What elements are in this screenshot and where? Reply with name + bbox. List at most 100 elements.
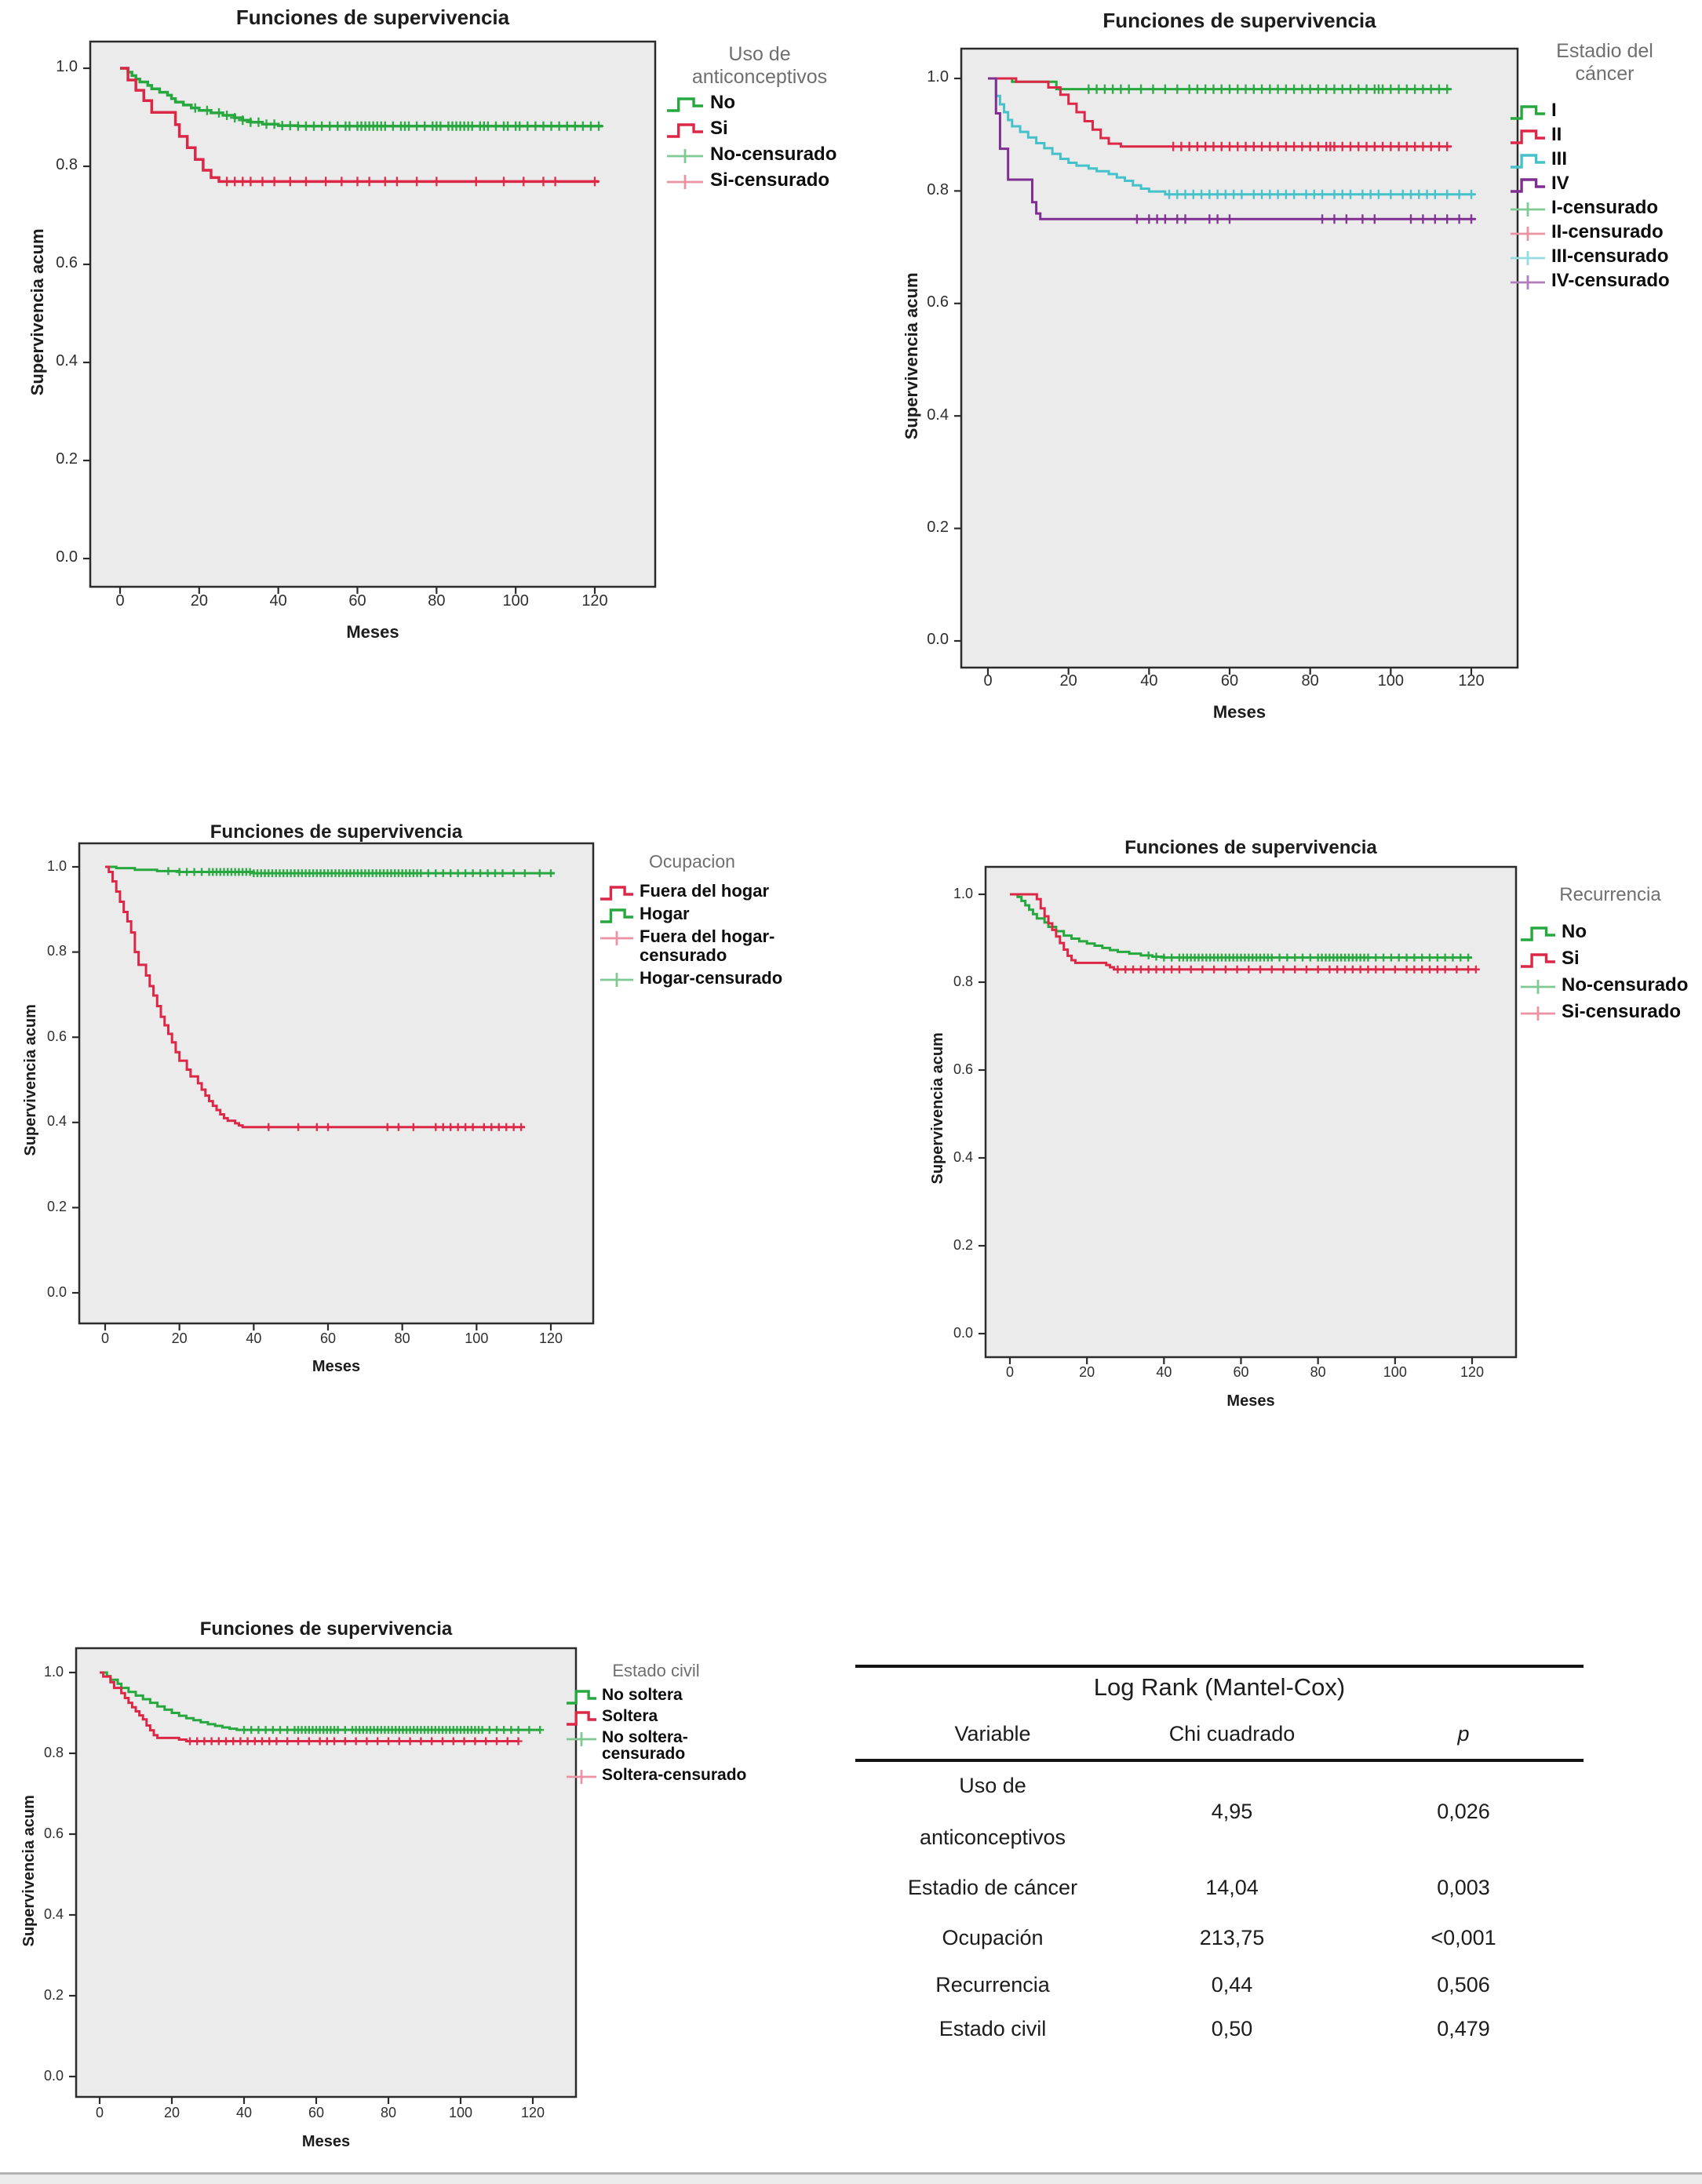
y-tick-label: 1.0: [43, 1663, 64, 1680]
y-axis-label: Supervivencia acum: [902, 272, 922, 440]
x-tick-label: 40: [246, 1330, 262, 1346]
survival-curve-Si: [1010, 893, 1476, 971]
legend-line-swatch: [567, 1711, 596, 1726]
y-tick-label: 0.2: [43, 1986, 64, 2003]
legend-entry-label: No-censurado: [710, 144, 837, 166]
legend-censor-swatch: [1511, 202, 1545, 217]
table-cell-p: <0,001: [1430, 1926, 1496, 1949]
legend-entry-label: III-censurado: [1551, 246, 1669, 268]
censor-marks-IV: [1132, 214, 1476, 224]
y-tick-label: 0.6: [56, 254, 78, 272]
legend-line-swatch: [1511, 154, 1545, 169]
table-cell-p: 0,003: [1437, 1876, 1490, 1899]
x-axis-label: Meses: [1212, 702, 1266, 722]
table-top-rule: [855, 1665, 1584, 1668]
table-row-variable: Estado civil: [938, 2017, 1047, 2040]
censor-marks-III: [1164, 189, 1476, 199]
x-tick-label: 0: [1005, 1364, 1014, 1380]
y-tick-label: 0.8: [927, 180, 949, 198]
x-tick-label: 100: [1377, 672, 1405, 690]
legend-entry-label: II-censurado: [1551, 221, 1664, 243]
x-tick-label: 60: [348, 592, 366, 610]
x-tick-label: 60: [319, 1330, 337, 1346]
legend-line-swatch: [1511, 129, 1545, 144]
x-tick-label: 120: [581, 592, 608, 610]
x-tick-label: 20: [1059, 672, 1077, 690]
y-tick-label: 1.0: [953, 885, 973, 901]
x-tick-label: 20: [163, 2105, 180, 2120]
legend-line-swatch: [667, 123, 703, 138]
censor-marks-No: [190, 103, 604, 131]
y-tick-label: 0.2: [927, 519, 949, 536]
legend-title: cáncer: [1575, 63, 1635, 85]
x-tick-label: 60: [308, 2105, 325, 2120]
y-tick-label: 0.2: [953, 1236, 973, 1253]
y-tick-label: 0.0: [43, 2067, 64, 2084]
x-tick-label: 80: [1310, 1364, 1326, 1380]
plot-area: [75, 1647, 578, 2098]
legend-censor-swatch: [567, 1732, 596, 1746]
survival-curve-Si: [120, 67, 600, 184]
table-cell-chi: 0,50: [1211, 2017, 1253, 2040]
y-tick-label: 0.6: [927, 293, 949, 311]
y-tick-label: 0.8: [56, 156, 78, 174]
table-cell-chi: 4,95: [1211, 1800, 1253, 1823]
legend-title: Uso de: [728, 43, 791, 65]
y-tick-label: 0.2: [46, 1198, 67, 1214]
y-axis-label: Supervivencia acum: [20, 1795, 38, 1947]
legend-entry-label: Si-censurado: [710, 169, 830, 191]
legend-line-swatch: [667, 97, 703, 112]
x-tick-label: 40: [1140, 672, 1158, 690]
y-tick-label: 0.2: [56, 450, 78, 468]
legend-title: Recurrencia: [1559, 884, 1661, 905]
x-tick-label: 60: [1220, 672, 1239, 690]
x-tick-label: 80: [1301, 672, 1319, 690]
y-axis-label: Supervivencia acum: [27, 228, 48, 396]
x-tick-label: 120: [520, 2105, 545, 2120]
legend-entry-label: censurado: [640, 945, 727, 966]
legend-entry-label: Si: [710, 118, 728, 140]
y-tick-label: 0.4: [927, 406, 949, 424]
x-tick-label: 40: [269, 592, 287, 610]
y-tick-label: 0.4: [56, 352, 78, 370]
censor-marks-I: [1084, 84, 1452, 94]
x-tick-label: 20: [171, 1330, 188, 1346]
censor-marks-Hogar: [164, 867, 555, 878]
legend-entry-label: censurado: [602, 1744, 686, 1763]
y-tick-label: 0.8: [46, 943, 67, 959]
legend-line-swatch: [600, 908, 633, 923]
table-header-p: p: [1457, 1722, 1470, 1745]
y-tick-label: 0.4: [953, 1148, 973, 1165]
survival-curve-No soltera: [100, 1671, 541, 1731]
table-row-variable: Recurrencia: [935, 1973, 1050, 1997]
table-cell-chi: 0,44: [1211, 1973, 1253, 1997]
chart-title: Funciones de supervivencia: [199, 1618, 453, 1640]
legend-title: Estado civil: [612, 1661, 700, 1680]
table-cell-p: 0,506: [1437, 1973, 1490, 1997]
x-tick-label: 40: [235, 2105, 253, 2120]
logrank-table: Log Rank (Mantel-Cox) Variable Chi cuadr…: [855, 1654, 1584, 2062]
table-cell-chi: 213,75: [1199, 1926, 1265, 1949]
x-tick-label: 100: [502, 592, 529, 610]
table-cell-p: 0,479: [1437, 2017, 1490, 2040]
censor-marks-II: [1168, 141, 1452, 151]
y-tick-label: 0.8: [953, 973, 973, 989]
legend-censor-swatch: [667, 175, 703, 189]
x-tick-label: 120: [1460, 1364, 1485, 1380]
survival-curve-IV: [988, 77, 1476, 220]
table-cell-chi: 14,04: [1205, 1876, 1259, 1899]
x-axis-label: Meses: [301, 2133, 351, 2150]
y-tick-label: 0.0: [46, 1283, 67, 1300]
y-axis-label: Supervivencia acum: [22, 1004, 40, 1156]
legend-entry-label: No soltera: [602, 1685, 683, 1704]
x-tick-label: 100: [465, 1330, 489, 1346]
legend-title: Estadio del: [1556, 40, 1653, 62]
y-tick-label: 0.6: [46, 1028, 67, 1044]
legend-censor-swatch: [1511, 251, 1545, 265]
censor-marks-No soltera: [240, 1726, 545, 1734]
x-axis-label: Meses: [1226, 1392, 1275, 1410]
legend-entry-label: Si: [1562, 948, 1580, 970]
legend-censor-swatch: [567, 1770, 596, 1784]
legend-entry-label: Fuera del hogar: [640, 881, 770, 901]
